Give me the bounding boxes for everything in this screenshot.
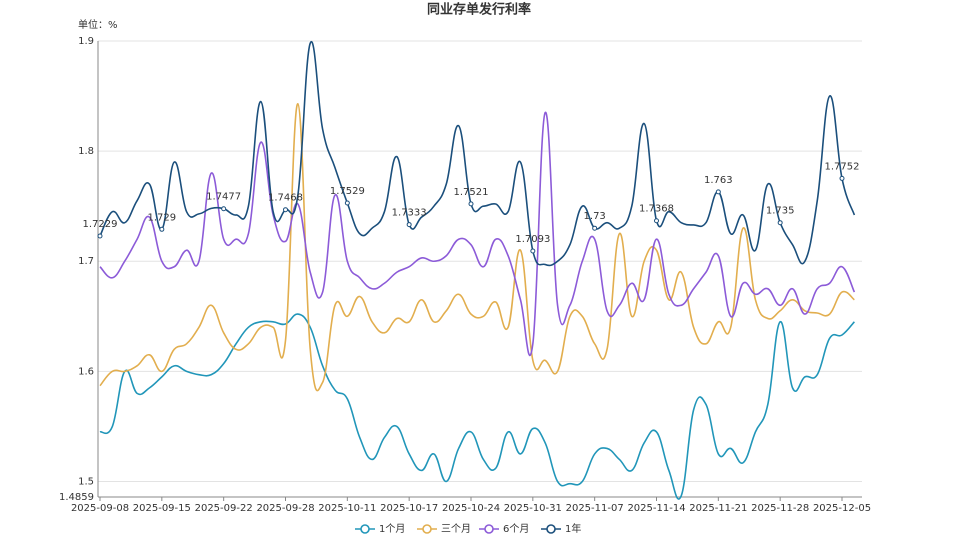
data-label: 1.763 [704, 175, 733, 186]
point-marker [283, 207, 288, 213]
legend-swatch-marker [360, 524, 370, 534]
data-label: 1.7333 [392, 208, 427, 219]
y-tick-label: 1.4859 [59, 492, 94, 503]
y-tick-label: 1.8 [78, 146, 94, 157]
point-marker [530, 248, 536, 254]
point-marker [715, 189, 721, 195]
x-tick-label: 2025-12-05 [813, 503, 871, 514]
data-label: 1.7368 [639, 204, 674, 215]
data-label: 1.7229 [83, 219, 118, 230]
point-marker [97, 233, 103, 239]
x-tick-label: 2025-09-28 [256, 503, 314, 514]
x-tick-label: 2025-10-24 [442, 503, 500, 514]
series-line [99, 313, 855, 500]
x-tick-label: 2025-10-11 [318, 503, 376, 514]
data-label: 1.7529 [330, 186, 365, 197]
x-tick-label: 2025-09-15 [133, 503, 191, 514]
y-tick-label: 1.5 [78, 476, 94, 487]
point-marker [344, 200, 350, 206]
legend-swatch-marker [484, 524, 494, 534]
data-label: 1.735 [766, 206, 795, 217]
x-tick-label: 2025-11-14 [627, 503, 685, 514]
point-marker [159, 226, 165, 232]
x-tick-label: 2025-11-07 [566, 503, 624, 514]
data-label: 1.729 [148, 212, 177, 223]
data-label: 1.7477 [206, 192, 241, 203]
series-line [99, 102, 855, 392]
data-label: 1.7468 [268, 193, 303, 204]
x-tick-label: 2025-10-31 [504, 503, 562, 514]
chart-title: 同业存单发行利率 [427, 2, 531, 18]
legend-label: 6个月 [503, 523, 529, 535]
legend-label: 1年 [565, 522, 581, 535]
x-tick-label: 2025-11-21 [689, 503, 747, 514]
legend-swatch-marker [546, 524, 556, 534]
data-label: 1.7521 [454, 187, 489, 198]
series-line [99, 40, 856, 267]
data-label: 1.7093 [515, 234, 550, 245]
x-tick-label: 2025-09-08 [71, 503, 129, 514]
y-axis-label: 单位：% [78, 18, 118, 31]
y-tick-label: 1.6 [78, 366, 94, 377]
y-tick-label: 1.7 [78, 256, 94, 267]
point-marker [406, 222, 412, 228]
point-marker [592, 225, 598, 231]
y-tick-label: 1.9 [78, 36, 94, 47]
legend-swatch-marker [422, 524, 432, 534]
data-label: 1.7752 [825, 161, 860, 172]
x-tick-label: 2025-10-17 [380, 503, 438, 514]
legend-label: 三个月 [441, 523, 471, 535]
point-marker [839, 175, 845, 181]
x-tick-label: 2025-09-22 [195, 503, 253, 514]
point-marker [468, 201, 474, 207]
point-marker [221, 206, 227, 212]
legend-label: 1个月 [379, 523, 405, 535]
point-marker [654, 218, 659, 224]
point-marker [777, 220, 783, 226]
data-label: 1.73 [584, 211, 606, 222]
x-tick-label: 2025-11-28 [751, 503, 809, 514]
series-line [99, 111, 856, 356]
